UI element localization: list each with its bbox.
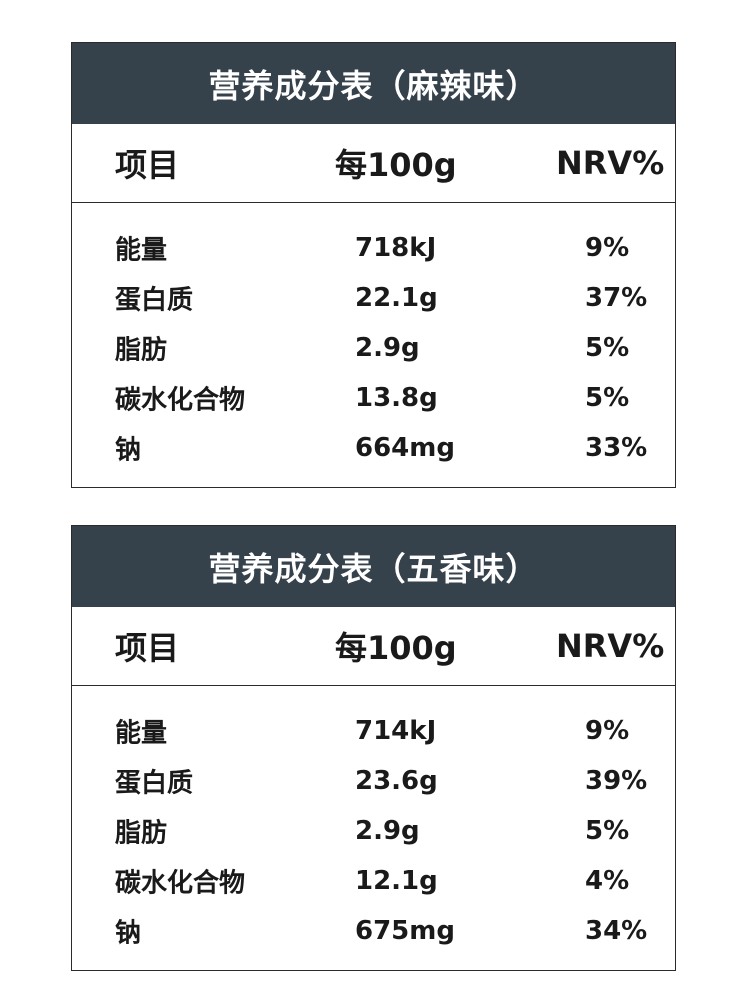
row-nrv: 34% (585, 916, 648, 946)
table-body: 能量 718kJ 9% 蛋白质 22.1g 37% 脂肪 2.9g 5% 碳水化… (72, 203, 675, 473)
table-title: 营养成分表（麻辣味） (72, 43, 675, 124)
row-item: 能量 (115, 235, 168, 266)
row-item: 碳水化合物 (115, 385, 246, 416)
header-nrv: NRV% (556, 144, 665, 182)
header-item: 项目 (115, 629, 180, 667)
table-header-row: 项目 每100g NRV% (72, 607, 675, 686)
table-row: 碳水化合物 13.8g 5% (72, 373, 675, 423)
nutrition-table-wuxiang: 营养成分表（五香味） 项目 每100g NRV% 能量 714kJ 9% 蛋白质… (71, 525, 676, 971)
row-item: 蛋白质 (115, 768, 194, 799)
table-row: 能量 714kJ 9% (72, 706, 675, 756)
row-item: 脂肪 (115, 335, 168, 366)
row-item: 能量 (115, 718, 168, 749)
table-row: 脂肪 2.9g 5% (72, 806, 675, 856)
table-row: 碳水化合物 12.1g 4% (72, 856, 675, 906)
row-per-100g: 675mg (355, 916, 455, 946)
row-nrv: 33% (585, 433, 648, 463)
table-row: 蛋白质 22.1g 37% (72, 273, 675, 323)
header-nrv: NRV% (556, 627, 665, 665)
row-per-100g: 13.8g (355, 383, 438, 413)
row-nrv: 39% (585, 766, 648, 796)
table-row: 脂肪 2.9g 5% (72, 323, 675, 373)
row-per-100g: 2.9g (355, 333, 420, 363)
table-header-row: 项目 每100g NRV% (72, 124, 675, 203)
row-per-100g: 22.1g (355, 283, 438, 313)
table-row: 钠 664mg 33% (72, 423, 675, 473)
row-item: 碳水化合物 (115, 868, 246, 899)
row-per-100g: 12.1g (355, 866, 438, 896)
row-nrv: 5% (585, 383, 630, 413)
row-nrv: 37% (585, 283, 648, 313)
nutrition-table-mala: 营养成分表（麻辣味） 项目 每100g NRV% 能量 718kJ 9% 蛋白质… (71, 42, 676, 488)
row-nrv: 4% (585, 866, 630, 896)
table-row: 蛋白质 23.6g 39% (72, 756, 675, 806)
header-per-100g: 每100g (335, 146, 457, 184)
row-item: 钠 (115, 918, 142, 949)
row-per-100g: 23.6g (355, 766, 438, 796)
table-row: 能量 718kJ 9% (72, 223, 675, 273)
row-nrv: 9% (585, 716, 630, 746)
header-item: 项目 (115, 146, 180, 184)
row-per-100g: 664mg (355, 433, 455, 463)
table-row: 钠 675mg 34% (72, 906, 675, 956)
table-body: 能量 714kJ 9% 蛋白质 23.6g 39% 脂肪 2.9g 5% 碳水化… (72, 686, 675, 956)
row-per-100g: 718kJ (355, 233, 437, 263)
row-nrv: 5% (585, 816, 630, 846)
row-per-100g: 2.9g (355, 816, 420, 846)
header-per-100g: 每100g (335, 629, 457, 667)
row-per-100g: 714kJ (355, 716, 437, 746)
table-title: 营养成分表（五香味） (72, 526, 675, 607)
row-nrv: 5% (585, 333, 630, 363)
row-nrv: 9% (585, 233, 630, 263)
row-item: 脂肪 (115, 818, 168, 849)
row-item: 蛋白质 (115, 285, 194, 316)
row-item: 钠 (115, 435, 142, 466)
